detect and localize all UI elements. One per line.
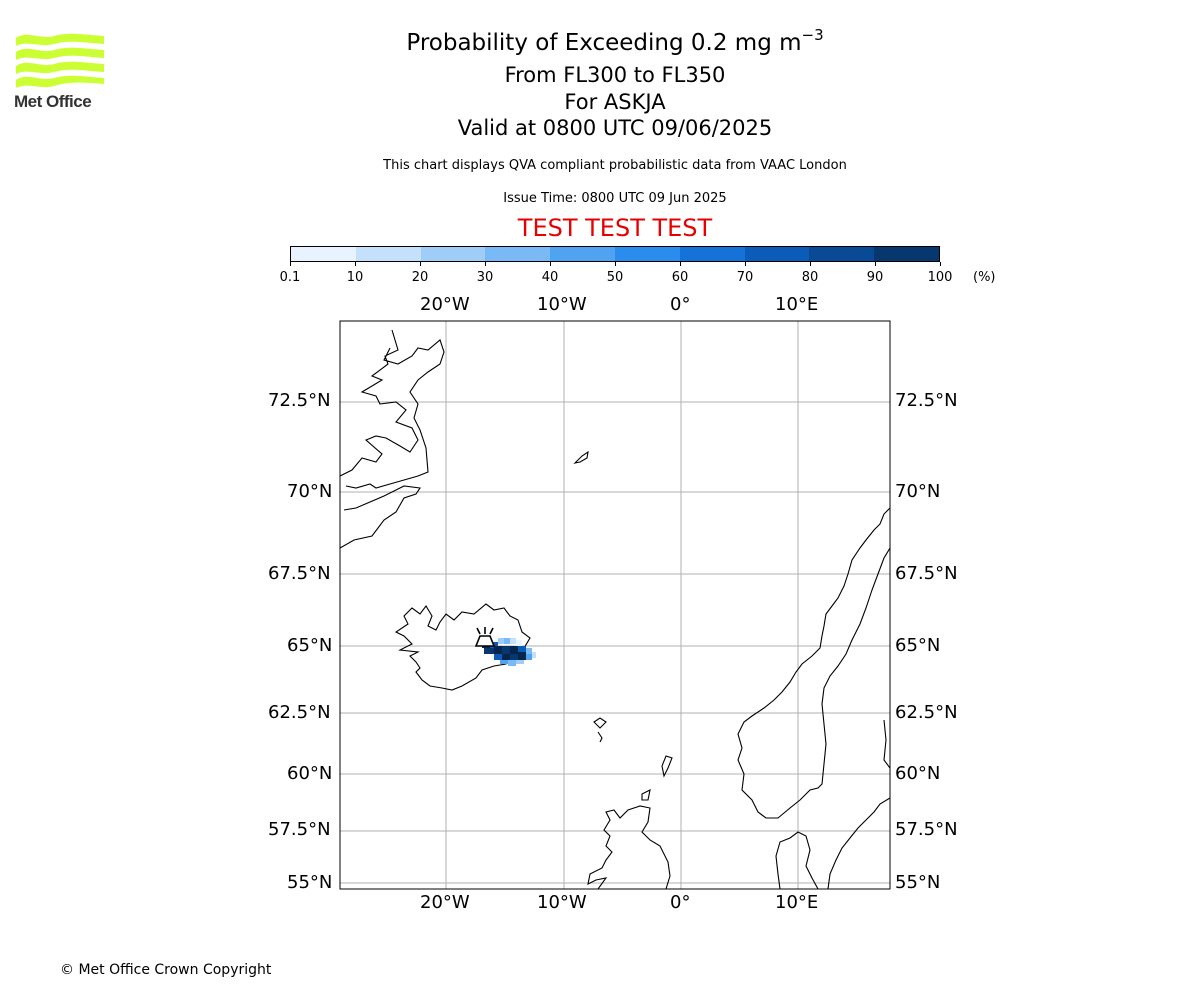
- lat-label-right: 55°N: [895, 872, 941, 893]
- met-office-logo: Met Office: [14, 30, 106, 112]
- lon-label-top: 10°E: [775, 294, 819, 315]
- lon-label-top: 10°W: [537, 294, 587, 315]
- jan-mayen-coast: [573, 450, 589, 464]
- colorbar-segment: [679, 247, 745, 261]
- greenland-coast: [340, 329, 445, 549]
- sweden-coast: [827, 797, 890, 889]
- colorbar-tick-label: 20: [411, 270, 429, 285]
- lat-label-left: 67.5°N: [268, 563, 331, 584]
- map-frame: [339, 320, 891, 890]
- lon-label-bottom: 20°W: [420, 892, 470, 913]
- shetland-coast: [661, 755, 673, 778]
- colorbar: [290, 246, 940, 262]
- norway-coast: [737, 507, 890, 819]
- finland-coast: [883, 719, 890, 769]
- lat-label-left: 55°N: [287, 872, 333, 893]
- colorbar-segment: [744, 247, 810, 261]
- colorbar-tick-label: 60: [671, 270, 689, 285]
- lat-label-left: 60°N: [287, 763, 333, 784]
- colorbar-tick: [550, 262, 551, 266]
- lat-label-right: 67.5°N: [895, 563, 958, 584]
- issue-time: Issue Time: 0800 UTC 09 Jun 2025: [503, 191, 727, 206]
- colorbar-segment: [420, 247, 486, 261]
- colorbar-tick-label: 80: [801, 270, 819, 285]
- lat-label-right: 62.5°N: [895, 702, 958, 723]
- coastlines: [340, 329, 890, 889]
- lon-label-bottom: 0°: [670, 892, 691, 913]
- valid-time-title: Valid at 0800 UTC 09/06/2025: [457, 116, 773, 140]
- colorbar-tick-label: 10: [346, 270, 364, 285]
- subtitle: This chart displays QVA compliant probab…: [383, 158, 847, 173]
- scotland-coast: [587, 805, 671, 889]
- colorbar-segment: [485, 247, 551, 261]
- colorbar-tick: [745, 262, 746, 266]
- test-banner: TEST TEST TEST: [517, 214, 713, 242]
- faroe-coast: [593, 717, 607, 743]
- logo-text: Met Office: [14, 92, 92, 111]
- lat-label-left: 57.5°N: [268, 819, 331, 840]
- colorbar-tick-label: 0.1: [279, 270, 301, 285]
- volcano-icon: [474, 627, 496, 647]
- colorbar-tick: [615, 262, 616, 266]
- colorbar-tick-label: 70: [736, 270, 754, 285]
- orkney-coast: [641, 789, 651, 801]
- lat-label-right: 60°N: [895, 763, 941, 784]
- lat-label-left: 70°N: [287, 481, 333, 502]
- lon-label-top: 0°: [670, 294, 691, 315]
- colorbar-tick: [680, 262, 681, 266]
- title-main-text: Probability of Exceeding 0.2 mg m: [406, 30, 802, 56]
- colorbar-tick: [810, 262, 811, 266]
- colorbar-units: (%): [973, 270, 996, 285]
- colorbar-tick-label: 30: [476, 270, 494, 285]
- colorbar-tick-label: 40: [541, 270, 559, 285]
- lat-label-left: 62.5°N: [268, 702, 331, 723]
- map-frame-bg: [340, 321, 890, 889]
- colorbar-segment: [874, 247, 939, 261]
- lon-label-bottom: 10°W: [537, 892, 587, 913]
- colorbar-segment: [291, 247, 356, 261]
- flight-level-title: From FL300 to FL350: [504, 63, 726, 87]
- lat-label-right: 65°N: [895, 635, 941, 656]
- volcano-title: For ASKJA: [564, 90, 666, 114]
- copyright: © Met Office Crown Copyright: [60, 962, 272, 978]
- colorbar-tick: [420, 262, 421, 266]
- colorbar-segment: [614, 247, 680, 261]
- colorbar-tick-label: 90: [866, 270, 884, 285]
- colorbar-tick: [485, 262, 486, 266]
- gridlines: [340, 321, 890, 889]
- colorbar-tick-label: 100: [927, 270, 953, 285]
- lon-label-bottom: 10°E: [775, 892, 819, 913]
- chart-title: Probability of Exceeding 0.2 mg m−3: [15, 26, 1200, 56]
- iceland-coast: [394, 603, 531, 691]
- colorbar-tick: [940, 262, 941, 266]
- colorbar-tick: [290, 262, 291, 266]
- lat-label-left: 65°N: [287, 635, 333, 656]
- title-exponent: −3: [801, 26, 824, 44]
- lat-label-right: 70°N: [895, 481, 941, 502]
- lat-label-right: 57.5°N: [895, 819, 958, 840]
- lat-label-right: 72.5°N: [895, 390, 958, 411]
- denmark-coast: [775, 831, 819, 889]
- colorbar-tick-label: 50: [606, 270, 624, 285]
- lat-label-left: 72.5°N: [268, 390, 331, 411]
- colorbar-tick: [875, 262, 876, 266]
- colorbar-segment: [809, 247, 875, 261]
- colorbar-segment: [550, 247, 615, 261]
- lon-label-top: 20°W: [420, 294, 470, 315]
- colorbar-tick: [355, 262, 356, 266]
- colorbar-segment: [355, 247, 421, 261]
